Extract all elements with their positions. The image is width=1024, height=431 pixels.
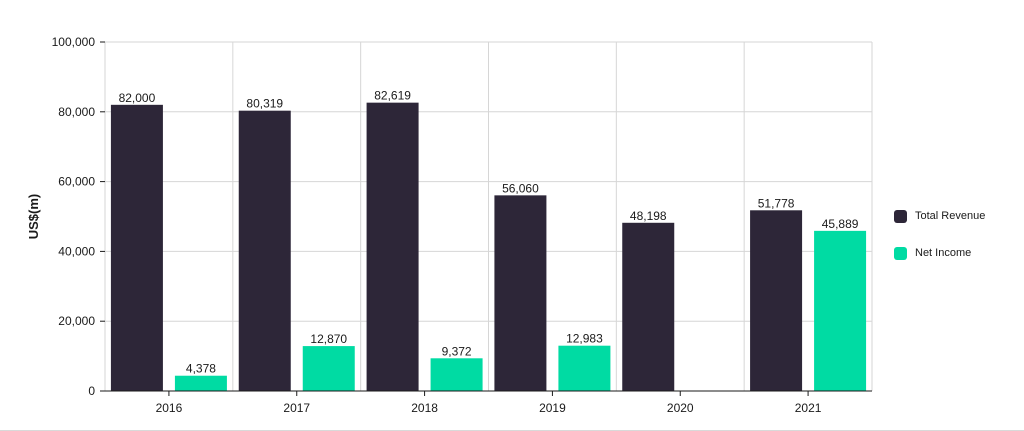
bar-total-revenue-2018[interactable] [366, 102, 419, 391]
x-tick-label: 2016 [156, 401, 183, 415]
bar-total-revenue-2020[interactable] [622, 222, 675, 391]
y-tick-label: 40,000 [58, 244, 95, 258]
bar-total-revenue-2017[interactable] [238, 110, 291, 391]
x-tick-label: 2018 [411, 401, 438, 415]
y-tick-label: 0 [88, 384, 95, 398]
legend-label-total-revenue: Total Revenue [915, 210, 986, 222]
y-tick-label: 60,000 [58, 175, 95, 189]
data-labels: 82,000 4,378 80,319 12,870 82,619 9,372 56,060… [119, 89, 859, 376]
bar-net-income-2017[interactable] [302, 346, 355, 391]
x-tick-label: 2019 [539, 401, 566, 415]
data-label: 51,778 [758, 196, 795, 210]
y-tick-label: 20,000 [58, 314, 95, 328]
legend-swatch-total-revenue [894, 209, 907, 223]
bar-total-revenue-2021[interactable] [750, 210, 803, 391]
bar-net-income-2018[interactable] [430, 358, 483, 391]
data-label: 48,198 [630, 209, 667, 223]
bar-net-income-2019[interactable] [558, 345, 611, 391]
x-axis-ticks: 2016 2017 2018 2019 2020 2021 [156, 391, 822, 415]
y-tick-label: 100,000 [52, 35, 96, 49]
data-label: 80,319 [246, 97, 283, 111]
bar-net-income-2016[interactable] [174, 375, 227, 391]
x-tick-label: 2020 [667, 401, 694, 415]
bar-net-income-2021[interactable] [814, 230, 867, 391]
x-tick-label: 2021 [795, 401, 822, 415]
legend-label-net-income: Net Income [915, 247, 972, 259]
bar-total-revenue-2016[interactable] [110, 104, 163, 391]
data-label: 56,060 [502, 181, 539, 195]
bars [110, 102, 867, 391]
x-tick-label: 2017 [283, 401, 310, 415]
data-label: 12,870 [310, 332, 347, 346]
y-tick-label: 80,000 [58, 105, 95, 119]
legend-item-net-income[interactable]: Net Income [894, 243, 985, 263]
data-label: 82,619 [374, 89, 411, 103]
y-axis-ticks: 0 20,000 40,000 60,000 80,000 100,000 [52, 35, 105, 398]
data-label: 82,000 [119, 91, 156, 105]
legend: Total Revenue Net Income [894, 206, 985, 280]
legend-item-total-revenue[interactable]: Total Revenue [894, 206, 985, 226]
data-label: 9,372 [442, 344, 472, 358]
data-label: 4,378 [186, 362, 216, 376]
gridlines [104, 41, 873, 391]
data-label: 12,983 [566, 332, 603, 346]
legend-swatch-net-income [894, 246, 907, 260]
data-label: 45,889 [822, 217, 859, 231]
bar-total-revenue-2019[interactable] [494, 195, 547, 391]
y-axis-label: US$(m) [26, 194, 41, 240]
